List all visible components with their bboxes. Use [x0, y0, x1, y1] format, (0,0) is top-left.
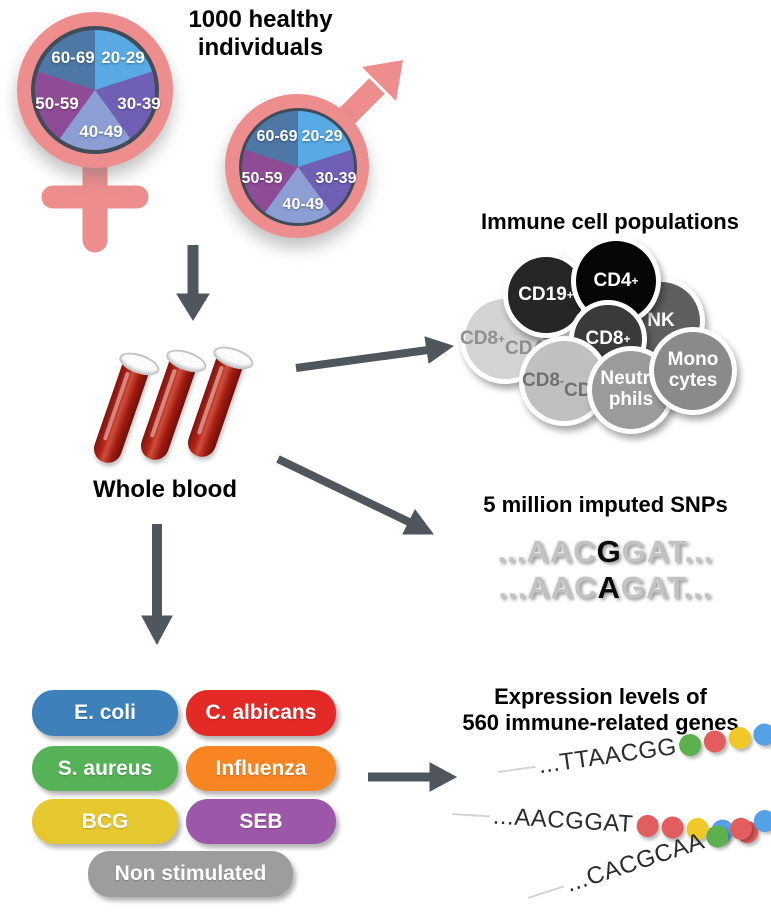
age-slice-label: 30-39 [315, 170, 357, 187]
snp-sequence-1: ...AACGGAT... [440, 534, 771, 570]
cell-circle-monocytes: Mono cytes [649, 327, 737, 415]
stimulus-pill-ecoli: E. coli [32, 690, 178, 736]
expression-dot [703, 822, 731, 851]
expression-dot [750, 807, 771, 836]
age-slice-label: 60-69 [51, 48, 95, 67]
snp-seq-pre: ...AAC [498, 570, 598, 605]
stimulus-pill-saureus: S. aureus [32, 746, 178, 791]
age-slice-label: 20-29 [101, 48, 145, 67]
arrow-blood-to-snps [276, 455, 434, 535]
expression-dot [677, 732, 703, 758]
age-slice-label: 30-39 [117, 94, 161, 113]
expression-dot [727, 725, 753, 751]
snp-sequence-2: ...AACAGAT... [440, 570, 771, 606]
age-slice-label: 50-59 [35, 94, 79, 113]
snp-seq-post: GAT... [621, 534, 714, 569]
snps-title: 5 million imputed SNPs [483, 492, 728, 517]
snp-seq-pre: ...AAC [497, 534, 597, 569]
immune-cells-title: Immune cell populations [481, 209, 739, 234]
arrow-cohort-to-blood [176, 245, 210, 321]
expression-dot [752, 722, 771, 747]
arrow-stimulations-to-expression [368, 762, 458, 792]
stimulus-pill-bcg: BCG [32, 799, 178, 844]
female-age-pie-chart: 20-29 30-39 40-49 50-59 60-69 [31, 26, 161, 154]
expression-dot [702, 729, 728, 754]
stimulus-pill-seb: SEB [186, 799, 336, 844]
age-slice-label: 60-69 [256, 128, 298, 145]
expression-dot [726, 815, 755, 843]
snp-variant-letter: G [596, 534, 622, 569]
expression-dot [635, 814, 659, 838]
expression-title: Expression levels of 560 immune-related … [462, 684, 739, 735]
cohort-title: 1000 healthy individuals [188, 6, 333, 62]
arrow-blood-to-cells [295, 336, 455, 372]
arrow-blood-to-stimulations [141, 524, 173, 646]
stimulus-pill-calbicans: C. albicans [186, 690, 336, 736]
age-slice-label: 20-29 [301, 128, 343, 145]
age-slice-label: 40-49 [282, 196, 324, 213]
stimulus-pill-nonstimulated: Non stimulated [88, 851, 293, 897]
snp-variant-letter: A [597, 570, 621, 605]
snp-seq-post: GAT... [620, 570, 713, 605]
female-symbol-cross [41, 150, 149, 253]
age-slice-label: 50-59 [241, 170, 283, 187]
stimulus-pill-influenza: Influenza [186, 746, 336, 791]
blood-tubes [90, 342, 265, 467]
age-slice-label: 40-49 [79, 122, 123, 141]
male-age-pie-chart: 20-29 30-39 40-49 50-59 60-69 [239, 108, 357, 226]
whole-blood-label: Whole blood [93, 476, 237, 503]
